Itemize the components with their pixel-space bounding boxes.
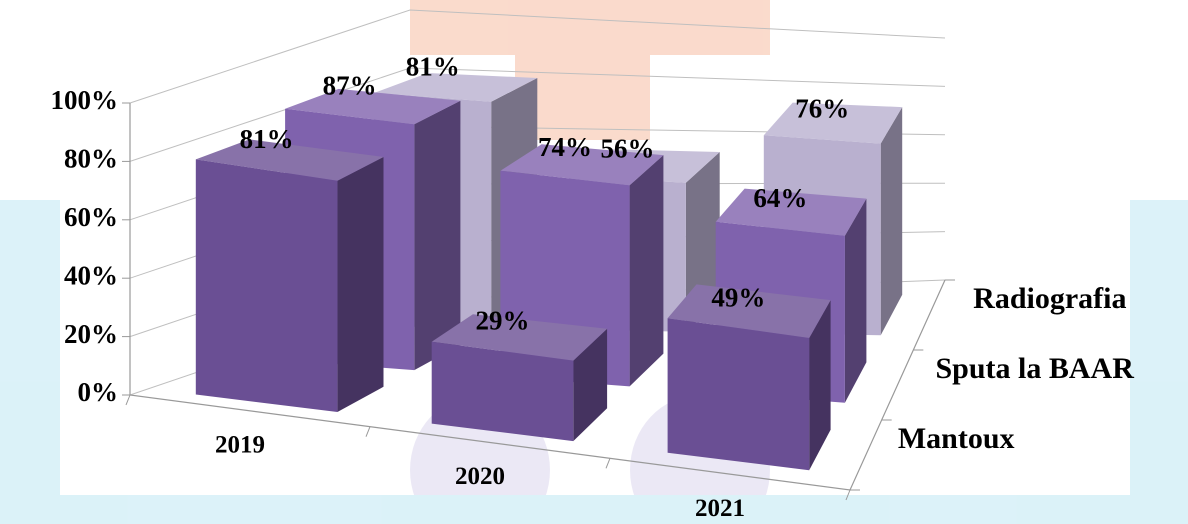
value-label: 76% xyxy=(795,94,849,124)
x-tick-mark xyxy=(365,426,371,437)
bar-top xyxy=(374,73,538,102)
value-label: 87% xyxy=(323,71,377,101)
bar-top xyxy=(667,284,831,338)
value-label: 74% xyxy=(538,132,592,162)
y-tick-label: 100% xyxy=(51,85,119,115)
bar-side xyxy=(880,107,903,336)
bar xyxy=(195,139,384,412)
bar-front xyxy=(195,159,338,412)
grid-line xyxy=(129,67,946,162)
y-tick-label: 60% xyxy=(64,202,118,232)
x-tick-label: 2019 xyxy=(215,432,265,459)
value-label: 29% xyxy=(476,305,530,335)
y-tick-label: 0% xyxy=(78,377,119,407)
bar-side xyxy=(809,300,831,471)
value-label: 64% xyxy=(753,183,807,213)
bar xyxy=(431,314,608,442)
value-label: 49% xyxy=(711,282,765,312)
value-label: 81% xyxy=(240,124,294,154)
legend-label: Sputa la BAAR xyxy=(936,352,1135,385)
x-tick-label: 2021 xyxy=(695,495,745,522)
value-label: 56% xyxy=(601,134,655,164)
bar-front xyxy=(431,341,574,442)
y-tick-label: 80% xyxy=(64,144,118,174)
legend-label: Mantoux xyxy=(898,422,1015,455)
bar-side xyxy=(629,155,664,387)
x-tick-mark xyxy=(845,489,851,501)
x-tick-mark xyxy=(605,458,611,469)
x-tick-label: 2020 xyxy=(455,463,505,490)
bar-side xyxy=(337,157,384,412)
bar-top xyxy=(195,139,384,181)
axis-line xyxy=(129,103,946,491)
bar-side xyxy=(573,328,608,442)
bar-side xyxy=(844,198,867,403)
bar-side xyxy=(414,100,461,371)
bar-top xyxy=(763,102,903,144)
legend-label: Radiografia xyxy=(973,282,1126,315)
bar-top xyxy=(500,144,664,186)
bar-front xyxy=(667,318,810,471)
value-label: 81% xyxy=(406,52,460,82)
bar-top xyxy=(431,314,608,361)
y-tick-label: 40% xyxy=(64,260,118,290)
bar-top xyxy=(285,88,461,125)
x-tick-mark xyxy=(125,394,131,406)
y-tick-label: 20% xyxy=(64,319,118,349)
bar-top xyxy=(715,188,867,236)
grid-line xyxy=(129,9,946,104)
bar xyxy=(667,284,831,471)
